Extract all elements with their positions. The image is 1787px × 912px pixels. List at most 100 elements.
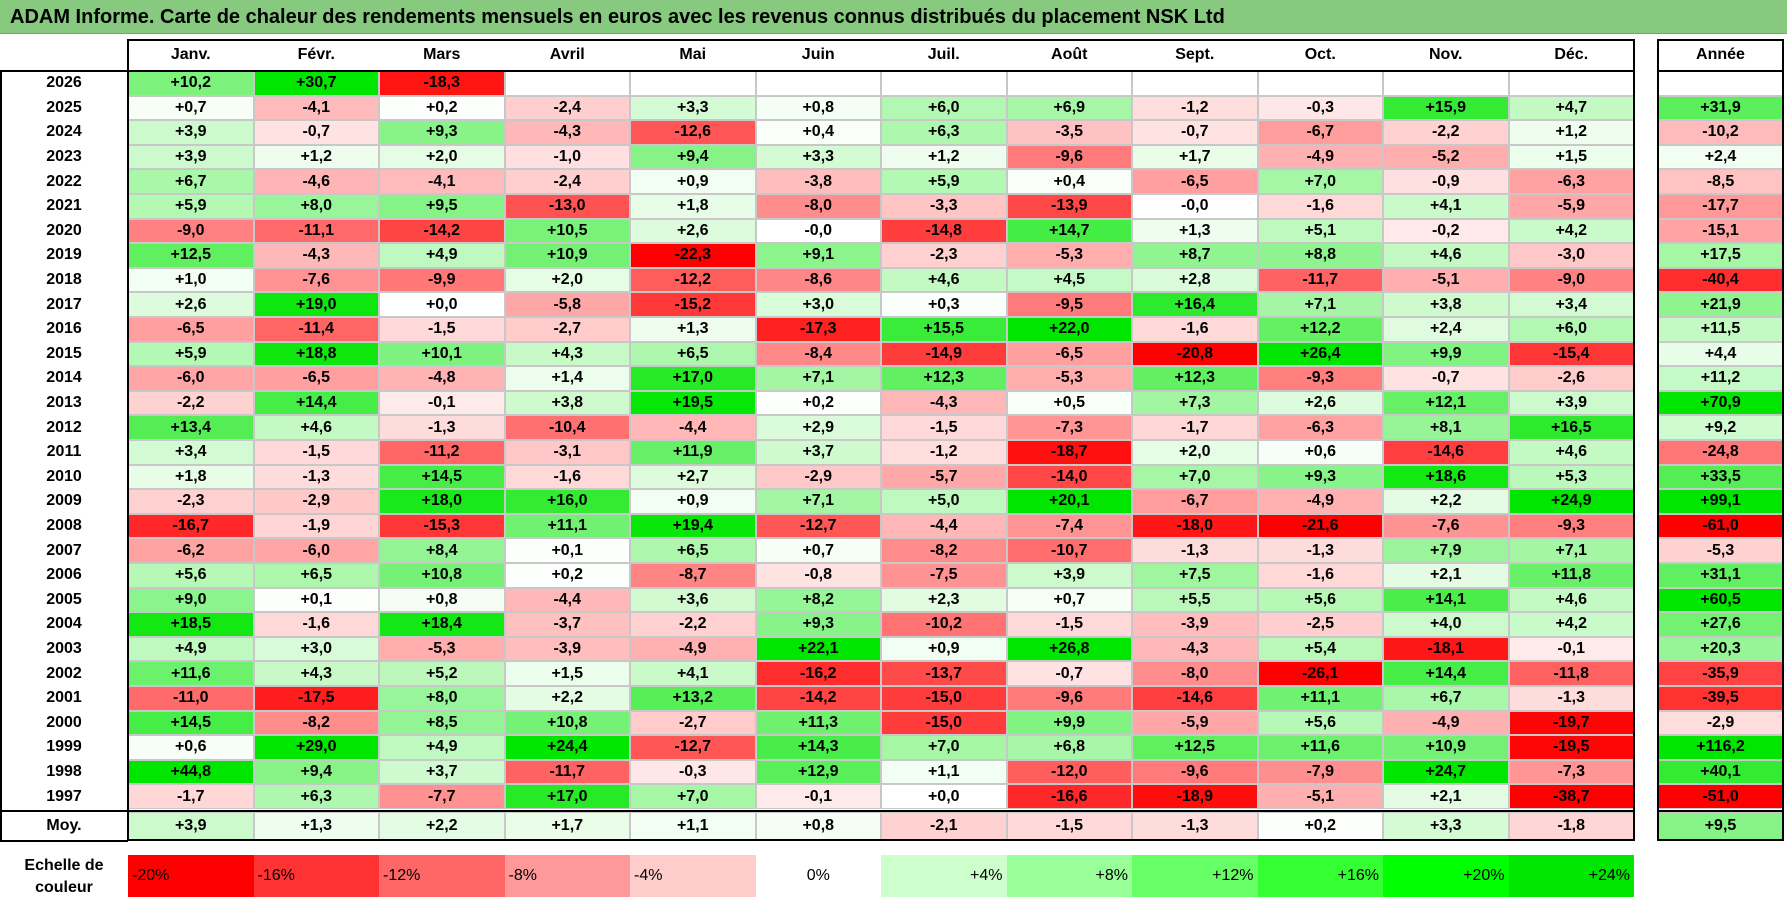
- heatmap-cell: +9,4: [253, 759, 379, 785]
- heatmap-cell: +10,9: [504, 243, 630, 268]
- heatmap-cell: -1,5: [1006, 612, 1132, 637]
- heatmap-cell: -4,9: [630, 636, 756, 662]
- heatmap-cell: -2,4: [504, 169, 630, 194]
- title-bar: ADAM Informe. Carte de chaleur des rende…: [0, 0, 1787, 34]
- heatmap-cell: +10,8: [504, 710, 630, 736]
- heatmap-cell: -11,7: [1257, 267, 1383, 293]
- heatmap-cell: +7,1: [1508, 538, 1634, 563]
- average-divider: [0, 810, 1634, 812]
- heatmap-cell: -0,3: [630, 759, 756, 785]
- heatmap-cell: -5,1: [1257, 784, 1383, 809]
- heatmap-cell: +18,6: [1383, 464, 1509, 490]
- year-label: 2016: [46, 320, 82, 338]
- year-label: 1997: [46, 787, 82, 805]
- year-label: 2018: [46, 271, 82, 289]
- month-header: Juil.: [881, 40, 1007, 70]
- heatmap-cell: [1383, 71, 1509, 96]
- heatmap-cell: -6,7: [1257, 120, 1383, 145]
- heatmap-cell: +4,9: [379, 735, 505, 760]
- heatmap-cell: -1,3: [1132, 538, 1258, 563]
- heatmap-cell: -1,2: [1132, 95, 1258, 121]
- month-header: Févr.: [253, 40, 379, 70]
- heatmap-cell: -6,5: [1132, 169, 1258, 194]
- annual-cell: +60,5: [1658, 587, 1783, 613]
- heatmap-cell: +0,2: [755, 390, 881, 416]
- heatmap-cell: -9,0: [1508, 267, 1634, 293]
- heatmap-cell: -1,0: [504, 144, 630, 170]
- heatmap-cell: +2,0: [1132, 440, 1258, 465]
- heatmap-cell: +2,6: [128, 292, 254, 317]
- average-cell: +1,3: [253, 812, 379, 840]
- heatmap-cell: +17,0: [504, 784, 630, 809]
- heatmap-cell: +6,7: [128, 169, 254, 194]
- color-scale-swatch: +4%: [881, 855, 1007, 897]
- month-header: Août: [1006, 40, 1132, 70]
- heatmap-cell: -16,7: [128, 513, 254, 539]
- heatmap-cell: -14,6: [1383, 440, 1509, 465]
- year-label: 2020: [46, 221, 82, 239]
- heatmap-cell: +3,6: [630, 587, 756, 613]
- heatmap-cell: +3,8: [504, 390, 630, 416]
- average-cell: +3,3: [1383, 812, 1509, 840]
- year-label: 2026: [46, 74, 82, 92]
- heatmap-cell: +6,5: [630, 341, 756, 367]
- annual-cell: +17,5: [1658, 243, 1783, 268]
- heatmap-cell: -2,3: [128, 489, 254, 514]
- heatmap-cell: -4,3: [1132, 636, 1258, 662]
- heatmap-cell: -18,3: [379, 71, 505, 96]
- heatmap-cell: +0,9: [630, 489, 756, 514]
- heatmap-cell: +9,9: [1383, 341, 1509, 367]
- heatmap-cell: -7,6: [1383, 513, 1509, 539]
- heatmap-cell: +2,6: [630, 218, 756, 244]
- heatmap-cell: +3,4: [128, 440, 254, 465]
- heatmap-cell: -10,7: [1006, 538, 1132, 563]
- heatmap-cell: -1,2: [881, 440, 1007, 465]
- heatmap-cell: -1,3: [1508, 686, 1634, 711]
- heatmap-cell: +4,1: [1383, 194, 1509, 219]
- heatmap-cell: [881, 71, 1007, 96]
- heatmap-cell: -15,3: [379, 513, 505, 539]
- heatmap-cell: +2,2: [504, 686, 630, 711]
- heatmap-cell: +1,8: [128, 464, 254, 490]
- heatmap-cell: -8,4: [755, 341, 881, 367]
- heatmap-cell: +10,1: [379, 341, 505, 367]
- heatmap-cell: +4,9: [379, 243, 505, 268]
- heatmap-cell: -5,1: [1383, 267, 1509, 293]
- heatmap-cell: +6,8: [1006, 735, 1132, 760]
- heatmap-cell: +1,4: [504, 366, 630, 391]
- heatmap-cell: -1,3: [379, 415, 505, 440]
- heatmap-cell: -9,5: [1006, 292, 1132, 317]
- year-label: 2009: [46, 492, 82, 510]
- heatmap-cell: +9,3: [379, 120, 505, 145]
- heatmap-cell: +12,3: [1132, 366, 1258, 391]
- heatmap-cell: +24,9: [1508, 489, 1634, 514]
- year-label: 1999: [46, 738, 82, 756]
- heatmap-cell: +3,3: [630, 95, 756, 121]
- heatmap-cell: +1,0: [128, 267, 254, 293]
- heatmap-cell: -5,9: [1132, 710, 1258, 736]
- heatmap-cell: -17,5: [253, 686, 379, 711]
- heatmap-cell: +4,6: [1383, 243, 1509, 268]
- heatmap-cell: -15,0: [881, 710, 1007, 736]
- heatmap-cell: +12,5: [1132, 735, 1258, 760]
- heatmap-cell: -4,3: [504, 120, 630, 145]
- heatmap-cell: -4,9: [1383, 710, 1509, 736]
- heatmap-cell: -6,2: [128, 538, 254, 563]
- heatmap-cell: +16,5: [1508, 415, 1634, 440]
- heatmap-cell: +11,3: [755, 710, 881, 736]
- heatmap-cell: -19,7: [1508, 710, 1634, 736]
- heatmap-cell: +5,6: [128, 563, 254, 588]
- heatmap-cell: +3,0: [755, 292, 881, 317]
- heatmap-cell: -14,2: [755, 686, 881, 711]
- month-header: Oct.: [1257, 40, 1383, 70]
- heatmap-cell: +10,9: [1383, 735, 1509, 760]
- annual-cell: -10,2: [1658, 120, 1783, 145]
- annual-cell: +99,1: [1658, 489, 1783, 514]
- annual-cell: -35,9: [1658, 661, 1783, 686]
- heatmap-cell: +0,8: [755, 95, 881, 121]
- heatmap-cell: +0,9: [630, 169, 756, 194]
- heatmap-cell: +17,0: [630, 366, 756, 391]
- heatmap-cell: +6,0: [881, 95, 1007, 121]
- year-label: 2017: [46, 295, 82, 313]
- heatmap-cell: +7,1: [755, 366, 881, 391]
